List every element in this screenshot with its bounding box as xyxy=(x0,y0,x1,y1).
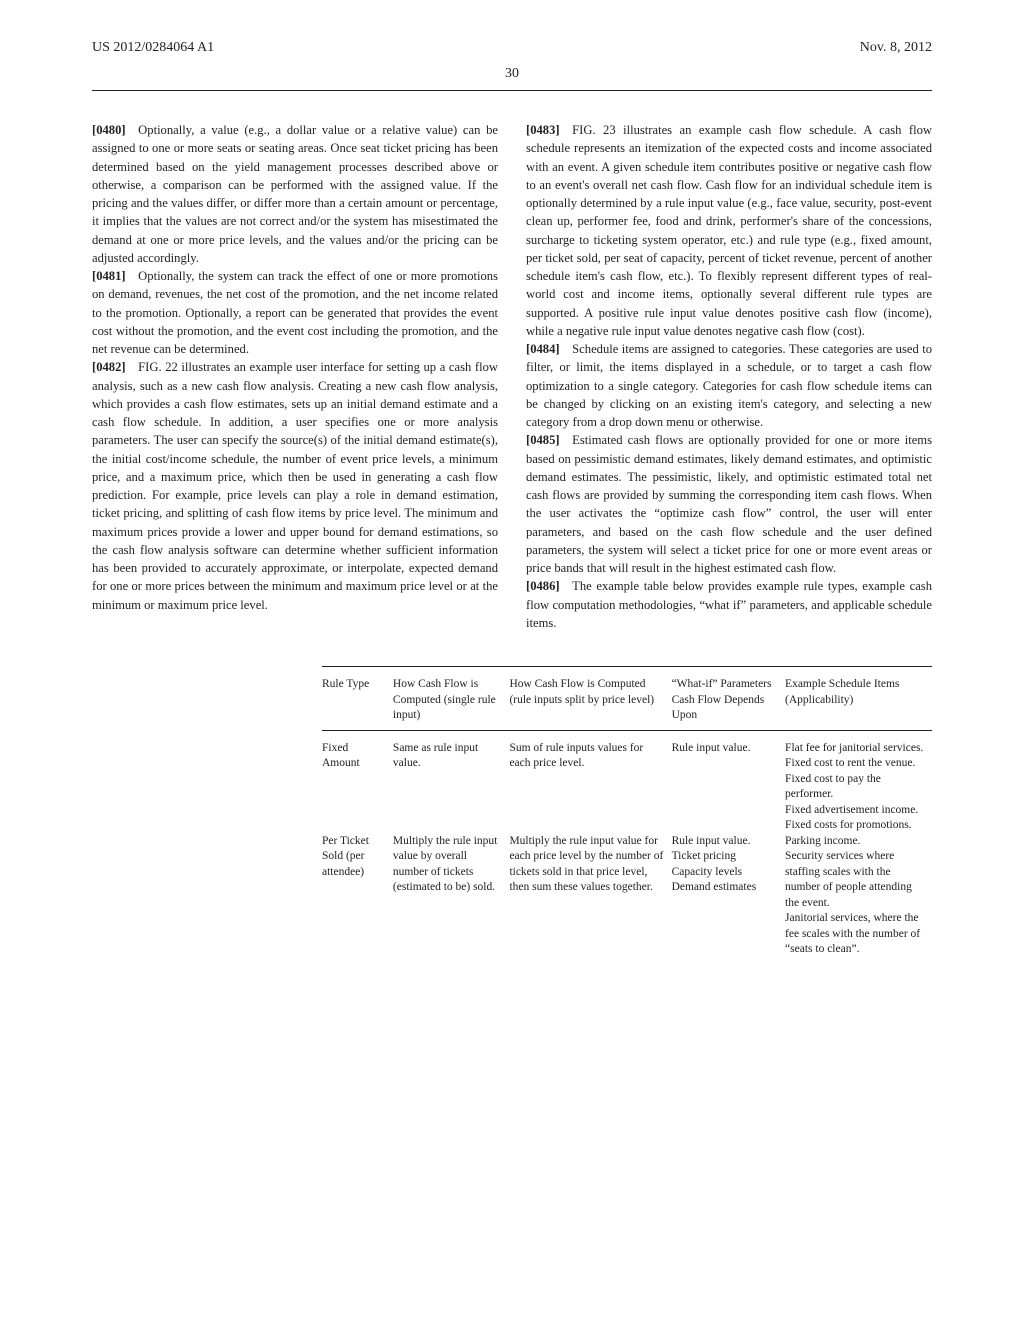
paragraph: [0485] Estimated cash flows are optional… xyxy=(526,431,932,577)
paragraph-number: [0486] xyxy=(526,579,560,593)
cell: Parking income.Security services where s… xyxy=(785,834,932,958)
rule-type-table-body: Fixed Amount Same as rule input value. S… xyxy=(322,741,932,958)
paragraph-text: FIG. 23 illustrates an example cash flow… xyxy=(526,123,932,338)
cell: Rule input value.Ticket pricingCapacity … xyxy=(672,834,785,958)
paragraph: [0482] FIG. 22 illustrates an example us… xyxy=(92,358,498,614)
paragraph-number: [0480] xyxy=(92,123,126,137)
page-number: 30 xyxy=(92,66,932,82)
cell: Multiply the rule input value for each p… xyxy=(509,834,671,958)
paragraph: [0481] Optionally, the system can track … xyxy=(92,267,498,358)
page-header: US 2012/0284064 A1 Nov. 8, 2012 xyxy=(92,40,932,56)
paragraph-text: FIG. 22 illustrates an example user inte… xyxy=(92,360,498,611)
paragraph: [0483] FIG. 23 illustrates an example ca… xyxy=(526,121,932,340)
table-header-rule xyxy=(322,730,932,731)
paragraph-number: [0485] xyxy=(526,433,560,447)
th-cashflow-single: How Cash Flow is Computed (single rule i… xyxy=(393,677,510,726)
paragraph-number: [0484] xyxy=(526,342,560,356)
paragraph-text: Optionally, the system can track the eff… xyxy=(92,269,498,356)
table-top-rule xyxy=(322,666,932,667)
paragraph-number: [0483] xyxy=(526,123,560,137)
paragraph-number: [0481] xyxy=(92,269,126,283)
cell: Fixed Amount xyxy=(322,741,393,834)
cell: Per Ticket Sold (per attendee) xyxy=(322,834,393,958)
paragraph: [0484] Schedule items are assigned to ca… xyxy=(526,340,932,431)
th-rule-type: Rule Type xyxy=(322,677,393,726)
header-left: US 2012/0284064 A1 xyxy=(92,40,214,56)
th-whatif: “What-if” Parameters Cash Flow Depends U… xyxy=(672,677,785,726)
paragraph-text: The example table below provides example… xyxy=(526,579,932,630)
cell: Same as rule input value. xyxy=(393,741,510,834)
rule-type-table: Rule Type How Cash Flow is Computed (sin… xyxy=(322,677,932,726)
page: US 2012/0284064 A1 Nov. 8, 2012 30 [0480… xyxy=(0,0,1024,1320)
cell: Multiply the rule input value by overall… xyxy=(393,834,510,958)
paragraph-number: [0482] xyxy=(92,360,126,374)
paragraph: [0480] Optionally, a value (e.g., a doll… xyxy=(92,121,498,267)
paragraph-text: Optionally, a value (e.g., a dollar valu… xyxy=(92,123,498,265)
cell: Rule input value. xyxy=(672,741,785,834)
table-header-row: Rule Type How Cash Flow is Computed (sin… xyxy=(322,677,932,726)
paragraph: [0486] The example table below provides … xyxy=(526,577,932,632)
th-examples: Example Schedule Items (Applicability) xyxy=(785,677,932,726)
paragraph-text: Schedule items are assigned to categorie… xyxy=(526,342,932,429)
th-cashflow-split: How Cash Flow is Computed (rule inputs s… xyxy=(509,677,671,726)
table-row: Fixed Amount Same as rule input value. S… xyxy=(322,741,932,834)
paragraph-text: Estimated cash flows are optionally prov… xyxy=(526,433,932,575)
rule-type-table-wrap: Rule Type How Cash Flow is Computed (sin… xyxy=(322,666,932,958)
body-columns: [0480] Optionally, a value (e.g., a doll… xyxy=(92,121,932,632)
cell: Sum of rule inputs values for each price… xyxy=(509,741,671,834)
header-rule xyxy=(92,90,932,91)
cell: Flat fee for janitorial services.Fixed c… xyxy=(785,741,932,834)
table-row: Per Ticket Sold (per attendee) Multiply … xyxy=(322,834,932,958)
header-right: Nov. 8, 2012 xyxy=(860,40,932,56)
